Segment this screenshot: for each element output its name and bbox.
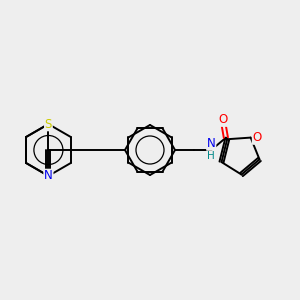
Text: O: O xyxy=(253,131,262,144)
Text: O: O xyxy=(219,113,228,126)
Text: N: N xyxy=(44,169,53,182)
Text: N: N xyxy=(207,137,216,150)
Text: S: S xyxy=(45,118,52,130)
Text: H: H xyxy=(207,152,215,161)
